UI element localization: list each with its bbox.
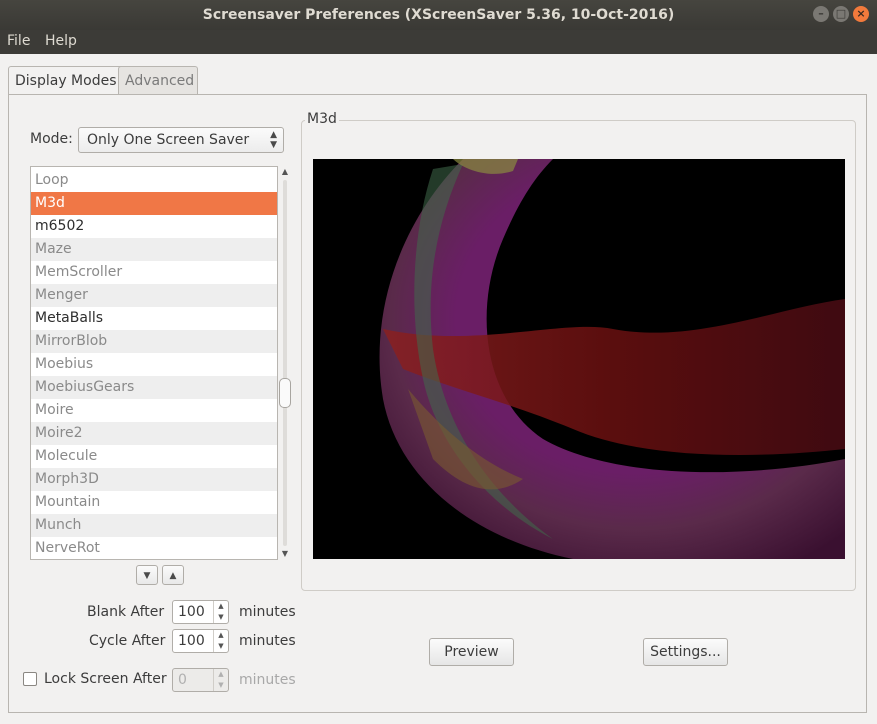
scroll-down-icon[interactable]: ▼: [281, 549, 289, 558]
settings-button[interactable]: Settings...: [643, 638, 728, 666]
blank-after-unit: minutes: [239, 604, 296, 620]
list-item[interactable]: MirrorBlob: [31, 330, 277, 353]
spinner-arrows-icon[interactable]: ▲ ▼: [213, 601, 228, 623]
spinner-arrows-icon: ▲ ▼: [213, 669, 228, 691]
arrow-up-icon: ▲: [169, 571, 177, 581]
list-item[interactable]: M3d: [31, 192, 277, 215]
cycle-after-spinner[interactable]: 100 ▲ ▼: [172, 629, 229, 653]
mode-select[interactable]: Only One Screen Saver ▲ ▼: [78, 127, 284, 153]
title-bar: Screensaver Preferences (XScreenSaver 5.…: [0, 0, 877, 30]
cycle-after-label: Cycle After: [89, 633, 166, 649]
list-item[interactable]: Moire2: [31, 422, 277, 445]
mode-label: Mode:: [30, 131, 73, 147]
menu-file[interactable]: File: [7, 33, 31, 49]
mode-select-value: Only One Screen Saver: [87, 132, 250, 148]
list-item[interactable]: Moire: [35, 402, 74, 418]
combo-arrows-icon: ▲ ▼: [270, 130, 277, 150]
spinner-arrows-icon[interactable]: ▲ ▼: [213, 630, 228, 652]
list-scrollbar[interactable]: ▲ ▼: [279, 166, 291, 560]
scroll-up-icon[interactable]: ▲: [281, 167, 289, 176]
list-item[interactable]: Morph3D: [31, 468, 277, 491]
window-controls: – □ ×: [813, 6, 869, 22]
screensaver-list[interactable]: Loop M3d m6502 Maze MemScroller Menger MetaBal…: [30, 166, 278, 560]
blank-after-spinner[interactable]: 100 ▲ ▼: [172, 600, 229, 624]
lock-screen-spinner: 0 ▲ ▼: [172, 668, 229, 692]
close-icon[interactable]: ×: [853, 6, 869, 22]
scrollbar-thumb[interactable]: [279, 378, 291, 408]
list-item[interactable]: Molecule: [35, 448, 98, 464]
list-item[interactable]: MemScroller: [35, 264, 123, 280]
list-item[interactable]: MoebiusGears: [31, 376, 277, 399]
list-down-button[interactable]: ▼: [136, 565, 158, 585]
scrollbar-trough[interactable]: [283, 180, 287, 546]
minimize-icon[interactable]: –: [813, 6, 829, 22]
tab-display-modes[interactable]: Display Modes: [8, 66, 126, 96]
cycle-after-unit: minutes: [239, 633, 296, 649]
window-title: Screensaver Preferences (XScreenSaver 5.…: [202, 7, 675, 23]
list-item[interactable]: Munch: [31, 514, 277, 537]
lock-screen-value: 0: [178, 672, 187, 688]
list-item[interactable]: NerveRot: [35, 540, 100, 556]
preview-button[interactable]: Preview: [429, 638, 514, 666]
menu-help[interactable]: Help: [45, 33, 77, 49]
preview-frame: [301, 120, 856, 591]
menu-bar: File Help: [0, 30, 877, 54]
list-item[interactable]: m6502: [35, 218, 85, 234]
cycle-after-value: 100: [178, 633, 205, 649]
blank-after-value: 100: [178, 604, 205, 620]
maximize-icon[interactable]: □: [833, 6, 849, 22]
arrow-down-icon: ▼: [143, 571, 151, 581]
list-item[interactable]: Moebius: [35, 356, 94, 372]
lock-screen-label[interactable]: Lock Screen After: [44, 671, 167, 687]
preview-area: [313, 159, 845, 559]
list-item[interactable]: Menger: [31, 284, 277, 307]
list-up-button[interactable]: ▲: [162, 565, 184, 585]
lock-screen-checkbox[interactable]: [23, 672, 37, 686]
preview-title: M3d: [305, 111, 339, 127]
list-item[interactable]: Mountain: [35, 494, 101, 510]
tab-advanced[interactable]: Advanced: [118, 66, 198, 95]
lock-screen-unit: minutes: [239, 672, 296, 688]
list-item[interactable]: MetaBalls: [35, 310, 104, 326]
list-item[interactable]: Loop: [35, 172, 69, 188]
m3d-preview-image: [313, 159, 845, 559]
blank-after-label: Blank After: [87, 604, 165, 620]
list-item[interactable]: Maze: [31, 238, 277, 261]
